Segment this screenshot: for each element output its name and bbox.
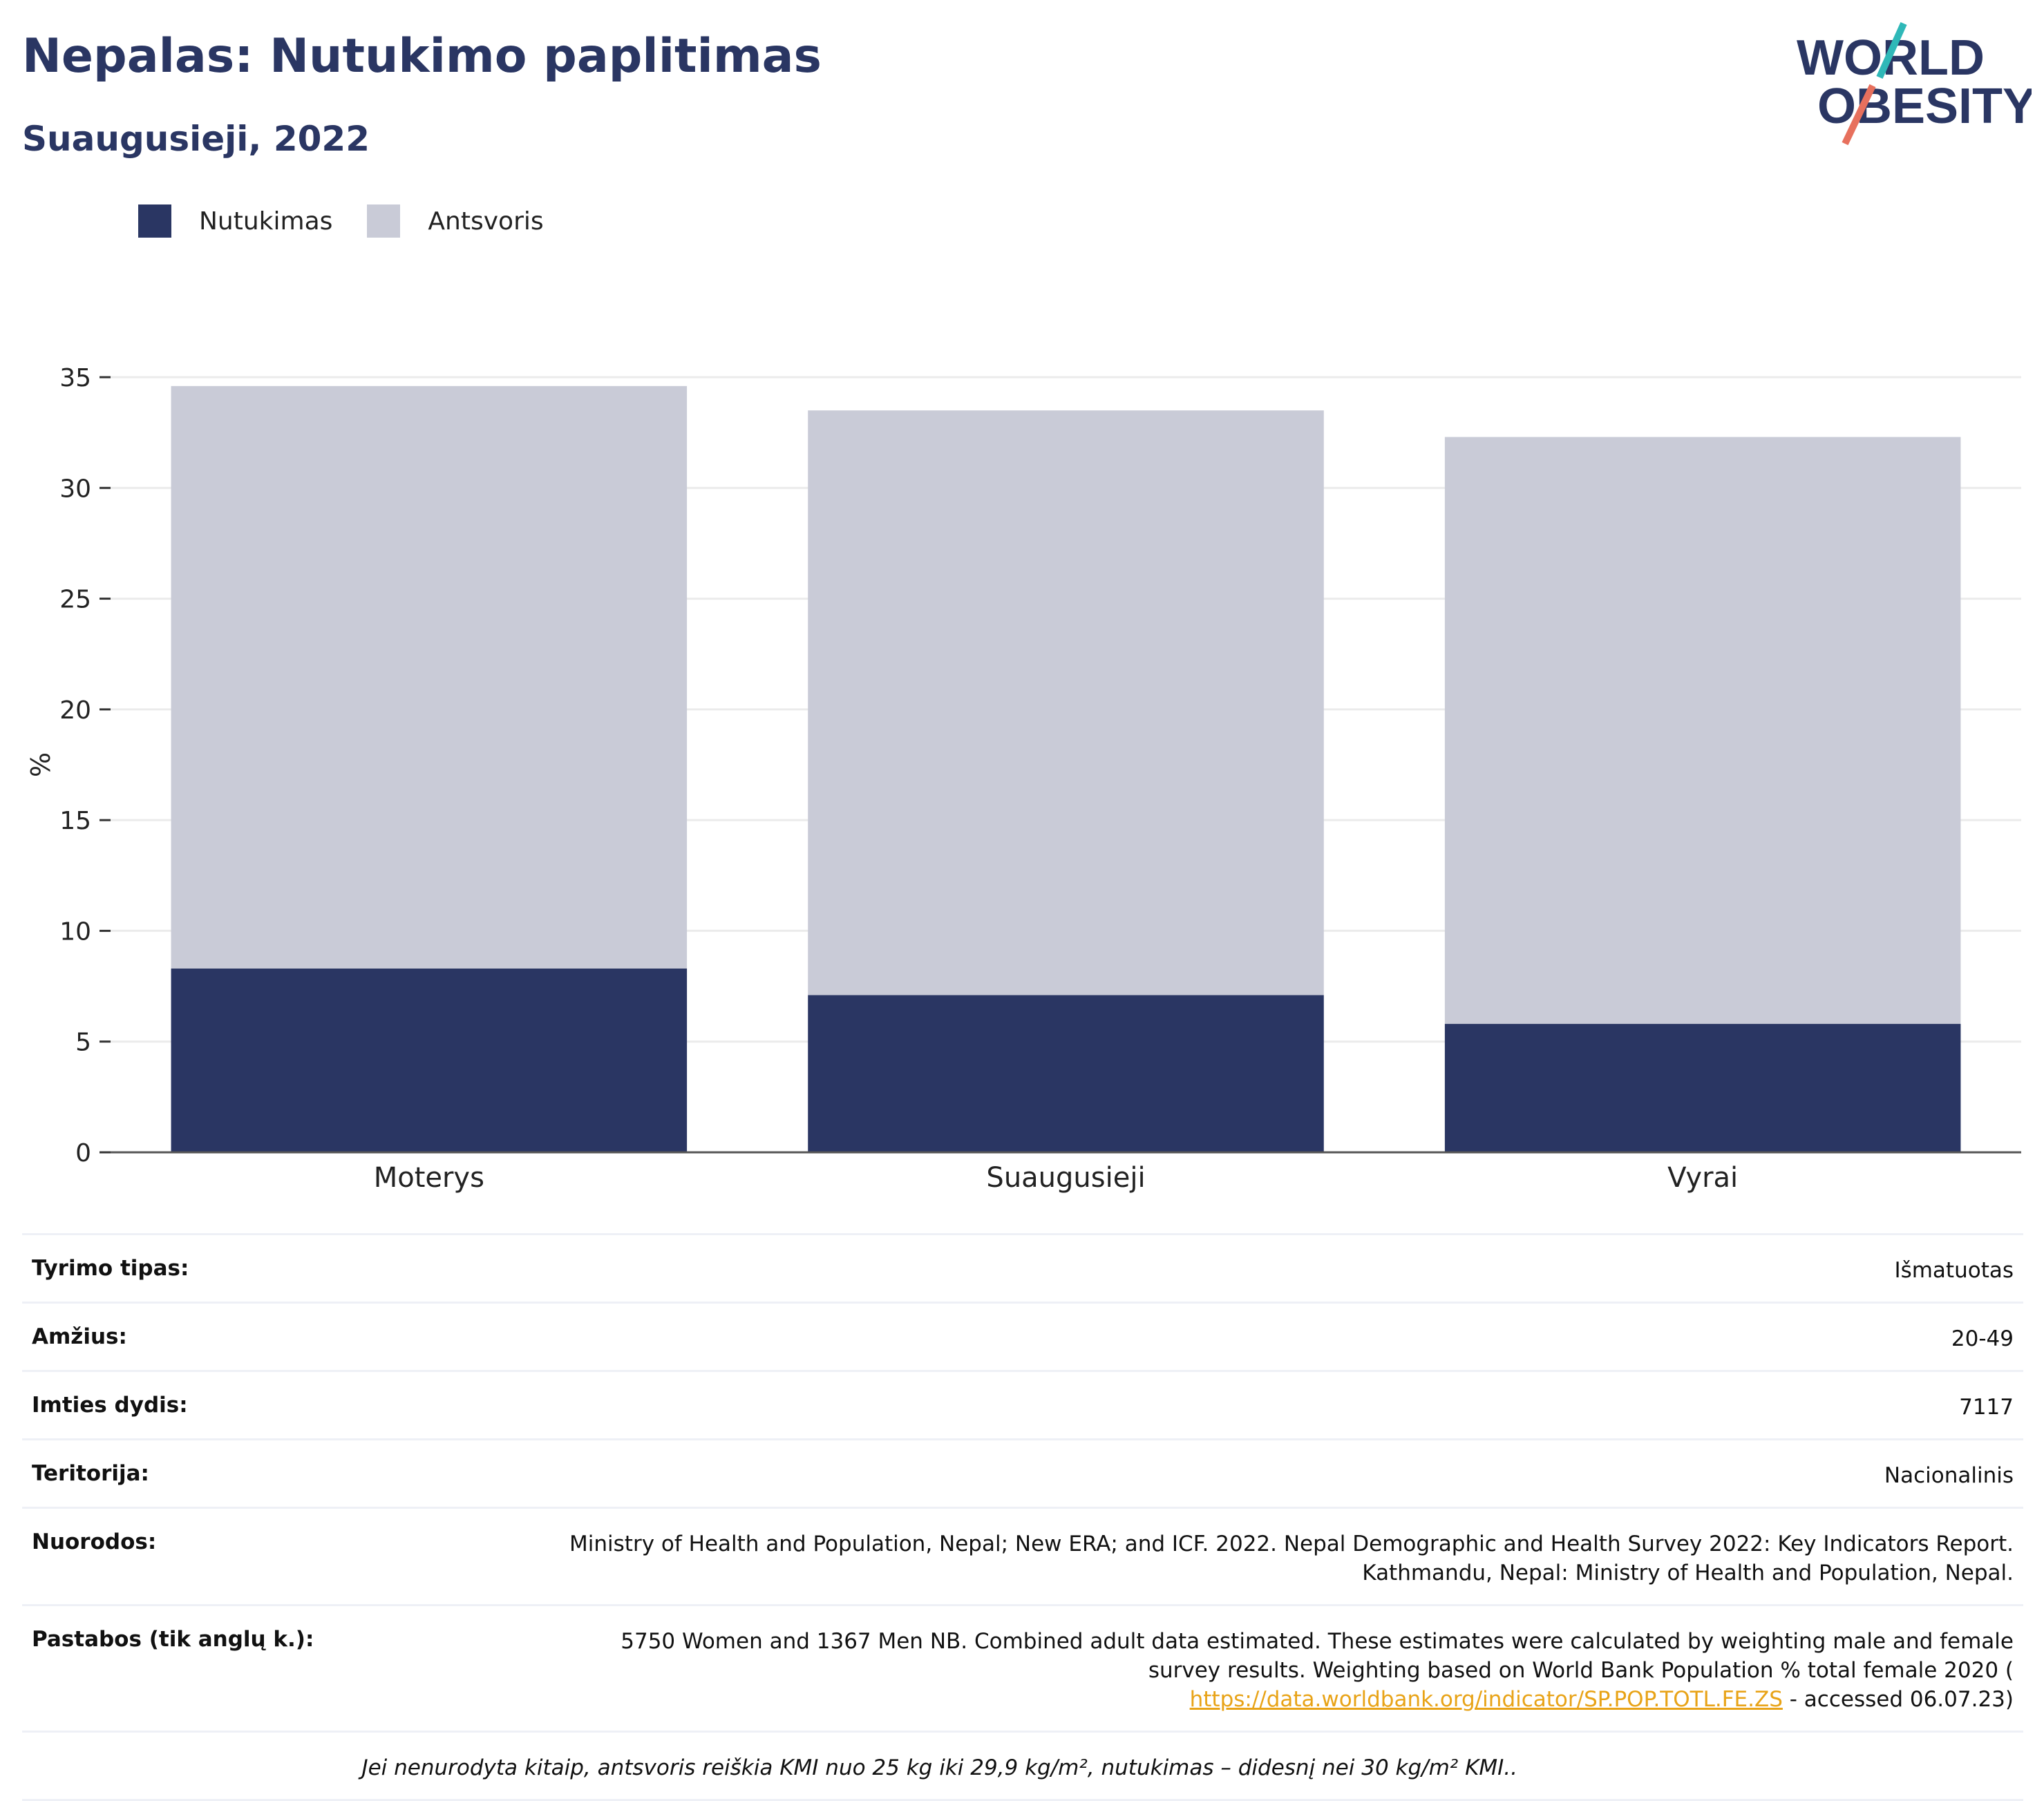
info-key: Nuorodos:	[32, 1530, 157, 1554]
legend-item-obesity[interactable]: Nutukimas	[138, 204, 332, 238]
info-key: Amžius:	[32, 1324, 127, 1349]
bar-overweight	[1444, 437, 1961, 1025]
bar-obesity	[171, 968, 688, 1152]
info-value: Ministry of Health and Population, Nepal…	[569, 1530, 2014, 1588]
legend-swatch-obesity	[138, 204, 171, 238]
info-row-notes: Pastabos (tik anglų k.): 5750 Women and …	[22, 1604, 2023, 1731]
reference-line: Ministry of Health and Population, Nepal…	[569, 1532, 2014, 1556]
y-tick-label: 15	[59, 807, 91, 835]
info-row-references: Nuorodos: Ministry of Health and Populat…	[22, 1507, 2023, 1604]
info-value: Išmatuotas	[1894, 1258, 2014, 1283]
footnote-text: Jei nenurodyta kitaip, antsvoris reiškia…	[361, 1755, 1517, 1780]
info-key: Teritorija:	[32, 1461, 149, 1486]
y-tick-label: 10	[59, 917, 91, 946]
bar-obesity	[1444, 1024, 1961, 1152]
info-value: 20-49	[1951, 1326, 2014, 1351]
logo-slash-red	[1842, 84, 1876, 146]
info-row-territory: Teritorija: Nacionalinis	[22, 1438, 2023, 1507]
info-row-footnote: Jei nenurodyta kitaip, antsvoris reiškia…	[22, 1731, 2023, 1801]
legend-swatch-overweight	[367, 204, 401, 238]
info-value: 5750 Women and 1367 Men NB. Combined adu…	[621, 1627, 2014, 1714]
y-tick-label: 5	[75, 1029, 91, 1057]
x-tick-label: Vyrai	[1667, 1162, 1738, 1194]
logo-word-2: OBESITY	[1817, 79, 2032, 134]
bar-overweight	[808, 410, 1324, 995]
y-tick-label: 30	[59, 475, 91, 503]
stacked-bar-chart: 0 5 10 15 20 25 30 35% Moterys Suaugusieji Vyrai	[26, 364, 2021, 1194]
x-tick-label: Suaugusieji	[986, 1162, 1145, 1194]
info-key: Imties dydis:	[32, 1393, 188, 1418]
worldbank-link[interactable]: https://data.worldbank.org/indicator/SP.…	[1189, 1687, 1783, 1712]
info-key: Tyrimo tipas:	[32, 1256, 189, 1281]
world-obesity-logo: WORLD OBESITY	[1797, 21, 2032, 146]
y-tick-label: 25	[59, 586, 91, 614]
y-tick-label: 35	[59, 364, 91, 392]
info-key: Pastabos (tik anglų k.):	[32, 1627, 314, 1652]
chart-legend: Nutukimas Antsvoris	[138, 204, 578, 238]
note-link-suffix: - accessed 06.07.23)	[1782, 1687, 2014, 1712]
bar-overweight	[171, 385, 688, 969]
note-line: 5750 Women and 1367 Men NB. Combined adu…	[621, 1629, 2014, 1654]
info-row-survey-type: Tyrimo tipas: Išmatuotas	[22, 1233, 2023, 1302]
legend-label-overweight: Antsvoris	[428, 207, 544, 236]
info-value: 7117	[1959, 1395, 2014, 1420]
info-row-sample-size: Imties dydis: 7117	[22, 1370, 2023, 1438]
note-line: survey results. Weighting based on World…	[1148, 1658, 2014, 1683]
y-tick-label: 20	[59, 696, 91, 725]
page-title: Nepalas: Nutukimo paplitimas	[22, 29, 822, 84]
legend-label-obesity: Nutukimas	[199, 207, 333, 236]
bar-obesity	[808, 995, 1324, 1152]
x-tick-label: Moterys	[374, 1162, 484, 1194]
reference-line: Kathmandu, Nepal: Ministry of Health and…	[1362, 1561, 2014, 1585]
y-tick-label: 0	[75, 1139, 91, 1168]
info-value: Nacionalinis	[1884, 1463, 2014, 1488]
info-table: Tyrimo tipas: Išmatuotas Amžius: 20-49 I…	[22, 1233, 2023, 1801]
logo-slash-teal	[1876, 21, 1907, 79]
y-axis-label: %	[26, 752, 56, 777]
legend-item-overweight[interactable]: Antsvoris	[367, 204, 544, 238]
info-row-age: Amžius: 20-49	[22, 1302, 2023, 1370]
page-subtitle: Suaugusieji, 2022	[22, 119, 370, 159]
